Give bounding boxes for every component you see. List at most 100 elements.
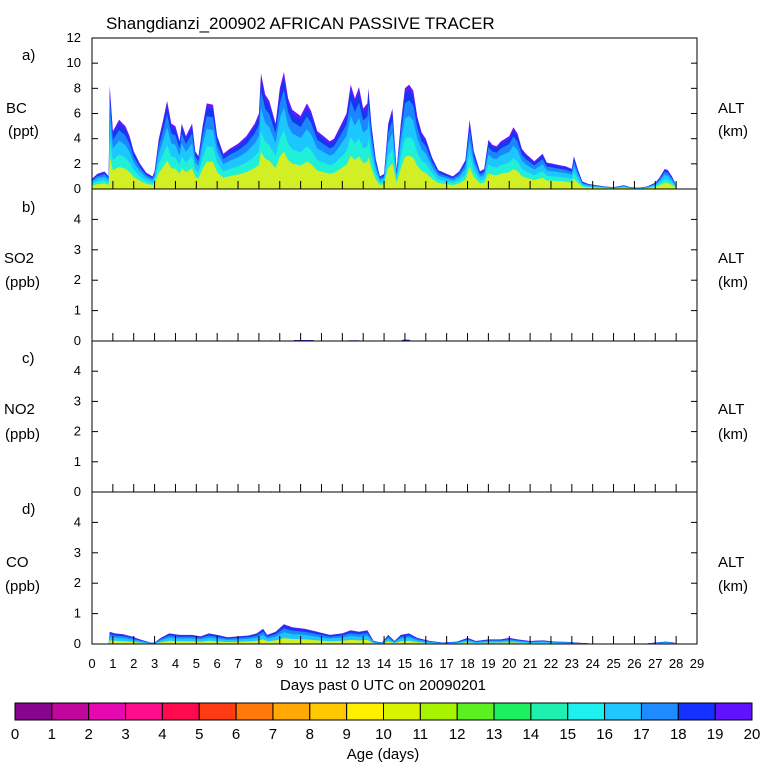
x-tick-label: 10 [293, 656, 307, 671]
panel-a-unit: (ppt) [8, 123, 39, 140]
panel-c-label: c) [22, 350, 35, 367]
colorbar-tick: 18 [670, 726, 687, 743]
y-tick-label: 0 [74, 333, 81, 348]
x-tick-label: 22 [544, 656, 558, 671]
panel-b: 0 1 2 3 4 b) SO2 (ppb) ALT (km) [4, 188, 748, 348]
x-tick-label: 1 [109, 656, 116, 671]
y-tick-label: 4 [74, 514, 81, 529]
colorbar-swatch [419, 702, 458, 721]
y-tick-label: 12 [67, 30, 81, 45]
panel-b-right-label: ALT [718, 250, 744, 267]
colorbar-tick: 12 [449, 726, 466, 743]
colorbar-swatch [161, 702, 200, 721]
colorbar-swatch [714, 702, 753, 721]
panel-d-right-label: ALT [718, 554, 744, 571]
panel-b-x-ticks [91, 333, 698, 341]
x-tick-label: 4 [172, 656, 179, 671]
panel-c-y-ticks: 0 1 2 3 4 [74, 363, 697, 499]
colorbar-tick: 5 [195, 726, 203, 743]
x-axis-label: Days past 0 UTC on 20090201 [280, 677, 486, 694]
x-tick-label: 23 [565, 656, 579, 671]
x-tick-label: 3 [151, 656, 158, 671]
x-tick-label: 28 [669, 656, 683, 671]
colorbar-tick: 15 [559, 726, 576, 743]
colorbar-tick: 20 [744, 726, 761, 743]
x-tick-label: 20 [502, 656, 516, 671]
colorbar-swatch [383, 702, 421, 721]
panel-a-label: a) [22, 47, 35, 64]
colorbar-tick: 4 [158, 726, 166, 743]
x-tick-label: 15 [398, 656, 412, 671]
y-tick-label: 4 [74, 211, 81, 226]
panel-a-area-layer-4 [92, 130, 677, 189]
x-tick-label: 13 [356, 656, 370, 671]
panel-d-area-core [92, 638, 697, 644]
colorbar-tick: 3 [121, 726, 129, 743]
y-tick-label: 4 [74, 131, 81, 146]
chart-title: Shangdianzi_200902 AFRICAN PASSIVE TRACE… [106, 14, 495, 33]
colorbar-tick: 14 [523, 726, 540, 743]
panel-d-area [92, 624, 697, 644]
panel-b-y-ticks: 0 1 2 3 4 [74, 211, 697, 348]
colorbar-tick: 7 [269, 726, 277, 743]
colorbar-tick: 16 [596, 726, 613, 743]
panel-b-right-unit: (km) [718, 274, 748, 291]
y-tick-label: 4 [74, 363, 81, 378]
x-tick-label: 5 [193, 656, 200, 671]
x-tick-label: 6 [214, 656, 221, 671]
colorbar-tick: 1 [48, 726, 56, 743]
x-tick-label: 16 [419, 656, 433, 671]
colorbar-swatch [530, 702, 569, 721]
y-tick-label: 2 [74, 156, 81, 171]
y-tick-label: 0 [74, 484, 81, 499]
panel-a-y-ticks: 0 2 4 6 8 10 12 [67, 30, 697, 196]
x-tick-label: 18 [460, 656, 474, 671]
colorbar-swatch [14, 702, 53, 721]
x-tick-label: 8 [255, 656, 262, 671]
colorbar-swatch [677, 702, 716, 721]
colorbar-tick: 9 [342, 726, 350, 743]
colorbar-swatch [456, 702, 495, 721]
x-tick-label: 25 [606, 656, 620, 671]
panel-d-label: d) [22, 501, 35, 518]
y-tick-label: 2 [74, 424, 81, 439]
x-tick-label: 26 [627, 656, 641, 671]
colorbar-swatch [125, 702, 163, 721]
y-tick-label: 3 [74, 242, 81, 257]
panel-c-species: NO2 [4, 401, 35, 418]
colorbar-tick: 13 [486, 726, 503, 743]
panel-a-right-unit: (km) [718, 123, 748, 140]
x-tick-label: 29 [690, 656, 704, 671]
panel-b-label: b) [22, 199, 35, 216]
x-tick-label: 7 [234, 656, 241, 671]
y-tick-label: 1 [74, 303, 81, 318]
panel-d-right-unit: (km) [718, 578, 748, 595]
x-tick-label: 0 [88, 656, 95, 671]
y-tick-label: 8 [74, 80, 81, 95]
x-tick-label: 17 [439, 656, 453, 671]
x-tick-label: 19 [481, 656, 495, 671]
y-tick-label: 1 [74, 606, 81, 621]
x-tick-label: 27 [648, 656, 662, 671]
colorbar-swatch [640, 702, 679, 721]
panel-d: 0 1 2 3 4 d) CO (ppb) ALT (km) [5, 491, 748, 651]
colorbar-swatch [567, 702, 606, 721]
x-tick-label: 11 [315, 656, 329, 671]
x-tick-label: 9 [276, 656, 283, 671]
x-tick-label: 12 [335, 656, 349, 671]
colorbar-swatch [88, 702, 127, 721]
panel-a-area-core [92, 151, 677, 189]
panel-a-right-label: ALT [718, 100, 744, 117]
x-tick-label: 24 [585, 656, 599, 671]
colorbar-swatch [309, 702, 348, 721]
panel-a-area [92, 72, 677, 189]
panel-c-unit: (ppb) [5, 426, 40, 443]
panel-c: 0 1 2 3 4 c) NO2 (ppb) ALT (km) [4, 340, 748, 499]
y-tick-label: 3 [74, 393, 81, 408]
colorbar-swatch [51, 702, 90, 721]
colorbar-label: Age (days) [347, 746, 420, 763]
colorbar [14, 702, 753, 721]
y-tick-label: 0 [74, 636, 81, 651]
panel-d-y-ticks: 0 1 2 3 4 [74, 514, 697, 651]
